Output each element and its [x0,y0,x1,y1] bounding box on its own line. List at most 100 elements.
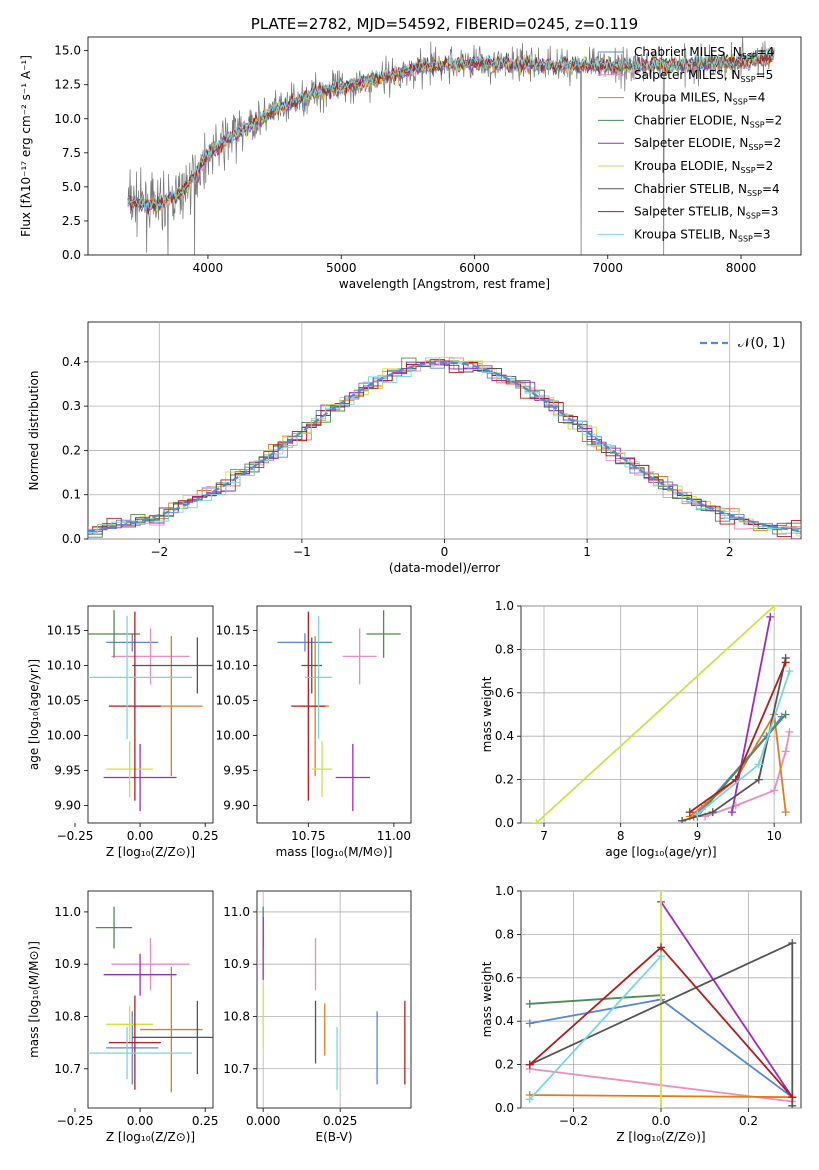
marker-kroupa_elodie [532,819,541,823]
y-tick-label: 10.05 [47,694,81,708]
marker-chabrier_stelib [788,1101,797,1108]
y-tick-label: 1.0 [495,884,514,898]
y-tick-label: 10.7 [223,1062,250,1076]
marker-kroupa_elodie [657,1104,665,1108]
marker-kroupa_elodie [657,891,665,895]
x-axis-label: E(B-V) [315,1130,352,1144]
marker-kroupa_stelib [754,760,763,769]
x-tick-label: −2 [150,545,168,559]
x-tick-label: 0.0 [651,1114,670,1128]
y-tick-label: 15.0 [54,44,81,58]
legend-normal-label: 𝒩(0, 1) [738,336,785,351]
y-tick-label: 0.0 [495,1101,514,1115]
series-kroupa_elodie [535,606,775,823]
x-axis-label: Z [log₁₀(Z/Z⊙)] [616,1130,705,1144]
y-tick-label: 0.2 [495,773,514,787]
y-tick-label: 9.90 [223,799,250,813]
y-tick-label: 0.6 [495,686,514,700]
model-kroupa_stelib [127,47,775,211]
marker-salpeter_miles [781,747,790,756]
y-tick-label: 0.4 [495,729,514,743]
chart-title: PLATE=2782, MJD=54592, FIBERID=0245, z=0… [251,15,638,33]
age-vs-Z-panel: −0.25 0.00 0.25 9.90 9.95 10.00 10.05 10.10 10.1… [27,605,219,859]
y-tick-label: 10.10 [47,659,81,673]
legend-label: Kroupa MILES, NSSP=4 [634,91,765,107]
x-tick-label: 4000 [193,261,224,275]
x-axis-label: wavelength [Angstrom, rest frame] [339,277,550,291]
x-tick-label: 0.025 [323,1114,357,1128]
legend-label: Chabrier MILES, NSSP=4 [634,45,774,61]
marker-kroupa_elodie [770,606,779,610]
y-axis-label: mass weight [480,961,494,1037]
y-tick-label: 10.05 [216,694,250,708]
y-tick-label: 10.10 [216,659,250,673]
x-tick-label: 8 [617,829,625,843]
x-tick-label: 9 [694,829,702,843]
marker-kroupa_stelib [693,810,702,819]
weight-vs-age-data [532,606,794,823]
residuals-data [88,356,801,539]
normal-curve [88,361,801,533]
residuals-panel: −2 −1 0 1 2 0.0 0.1 0.2 0.3 0.4 (data-model)/error… [27,321,802,575]
x-tick-label: 11.00 [377,829,411,843]
marker-salpeter_elodie [766,612,775,621]
y-tick-label: 11.0 [54,905,81,919]
x-tick-label: 7000 [592,261,623,275]
marker-salpeter_miles [785,727,794,736]
axes-frame [520,605,802,824]
x-tick-label: −0.25 [57,829,94,843]
y-tick-label: 10.00 [47,729,81,743]
marker-chabrier_miles [525,1019,534,1028]
axes-frame [256,890,412,1109]
y-axis-label: mass [log₁₀(M/M⊙)] [27,941,41,1058]
legend-label: Kroupa ELODIE, NSSP=2 [634,159,773,175]
y-tick-label: 10.8 [223,1009,250,1023]
marker-kroupa_stelib [785,667,794,676]
legend-label: Salpeter MILES, NSSP=5 [634,68,773,84]
marker-chabrier_stelib [788,939,797,948]
y-tick-label: 10.15 [216,624,250,638]
y-tick-label: 0.8 [495,927,514,941]
marker-salpeter_elodie [727,808,736,817]
y-tick-label: 9.90 [54,799,81,813]
x-tick-label: 8000 [726,261,757,275]
marker-chabrier_stelib [754,775,763,784]
x-tick-label: −0.25 [57,1114,94,1128]
age-vs-mass-panel: 10.75 11.00 9.90 9.95 10.00 10.05 10.10 10.15 ma… [216,605,412,859]
y-axis-label: Normed distribution [27,371,41,491]
marker-salpeter_miles [770,786,779,795]
marker-salpeter_stelib [657,943,665,952]
y-axis-label: mass weight [480,676,494,752]
legend-label: Chabrier ELODIE, NSSP=2 [634,113,782,129]
y-tick-label: 0.0 [62,248,81,262]
legend-label: Salpeter ELODIE, NSSP=2 [634,136,781,152]
y-tick-label: 0.8 [495,642,514,656]
x-tick-label: 6000 [459,261,490,275]
x-axis-label: age [log₁₀(age/yr)] [605,845,716,859]
y-tick-label: 0.6 [495,971,514,985]
weight-vs-Z-data [525,891,797,1108]
marker-chabrier_elodie [525,999,534,1008]
y-tick-label: 1.0 [495,599,514,613]
axes-frame [87,36,802,256]
x-axis-label: Z [log₁₀(Z/Z⊙)] [106,1130,195,1144]
marker-salpeter_stelib [788,1093,797,1102]
mass-vs-ebv-panel: 0.000 0.025 10.7 10.8 10.9 11.0 E(B-V) [223,890,412,1144]
weight-vs-age-panel: 7 8 9 10 0.0 0.2 0.4 0.6 0.8 1.0 age [log₁₀(age/yr… [480,599,802,859]
y-tick-label: 10.9 [54,957,81,971]
y-tick-label: 9.95 [54,764,81,778]
x-tick-label: 0.000 [246,1114,280,1128]
spectrum-panel: PLATE=2782, MJD=54592, FIBERID=0245, z=0… [19,15,802,291]
x-tick-label: −1 [293,545,311,559]
mass-vs-Z-data [88,906,213,1093]
series-kroupa_stelib [529,955,662,1100]
x-axis-label: mass [log₁₀(M/M⊙)] [276,845,393,859]
weight-vs-Z-panel: −0.2 0.0 0.2 0.0 0.2 0.4 0.6 0.8 1.0 Z [log₁₀(Z/Z… [480,884,802,1144]
marker-chabrier_stelib [708,808,717,817]
mass-vs-ebv-data [262,906,406,1090]
legend-label: Salpeter STELIB, NSSP=3 [634,205,778,221]
x-tick-label: 0 [441,545,449,559]
y-tick-label: 0.2 [62,443,81,457]
series-chabrier_elodie [529,994,662,1005]
